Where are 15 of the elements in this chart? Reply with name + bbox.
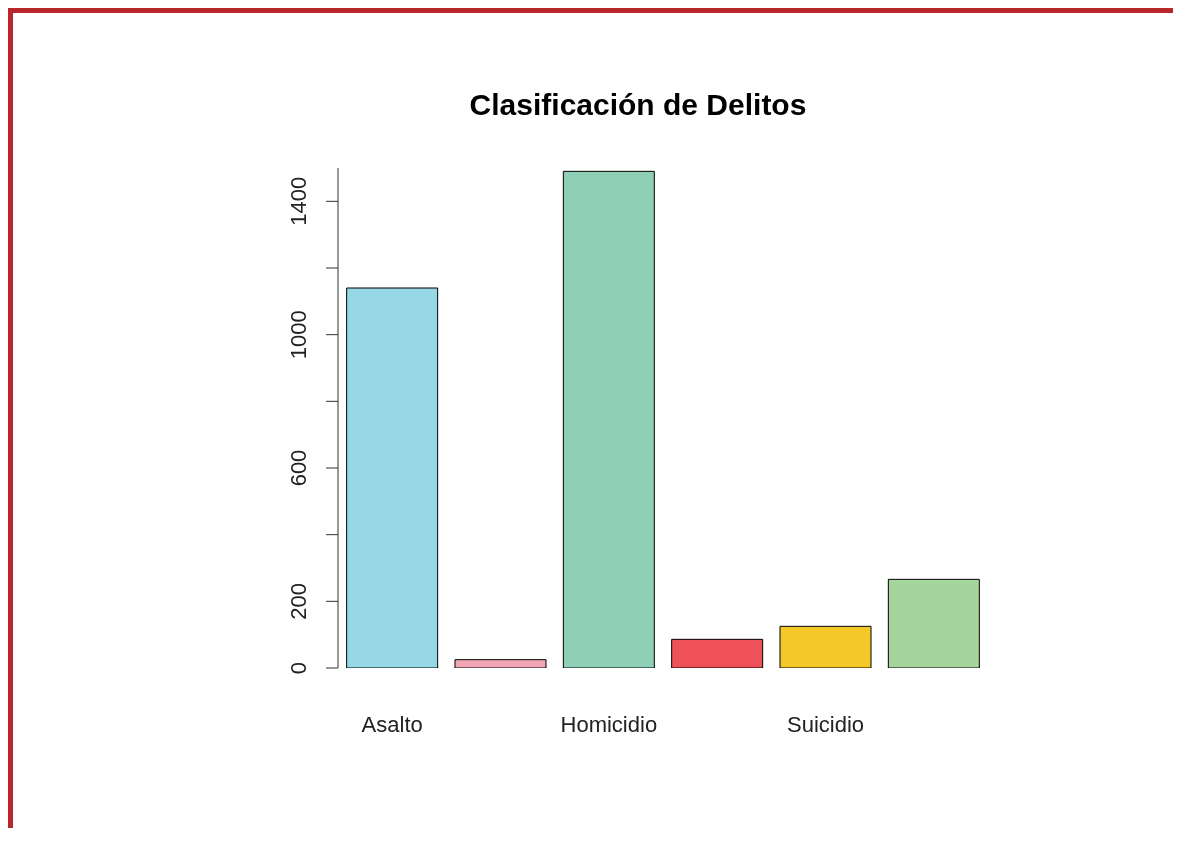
y-tick-label: 1400 — [286, 176, 311, 226]
bar — [346, 287, 439, 668]
bar — [779, 625, 872, 668]
y-tick-label: 600 — [286, 449, 311, 487]
bar — [562, 170, 655, 668]
bar — [887, 578, 980, 668]
y-tick-label: 1000 — [286, 310, 311, 360]
y-tick-label: 200 — [286, 582, 311, 620]
x-tick-label: Homicidio — [560, 711, 658, 737]
bar — [671, 638, 764, 668]
y-tick-label: 0 — [286, 661, 311, 675]
chart-title: Clasificación de Delitos — [468, 88, 808, 122]
bar — [454, 659, 547, 668]
x-tick-label: Suicidio — [786, 711, 865, 737]
x-tick-label: Asalto — [361, 711, 423, 737]
